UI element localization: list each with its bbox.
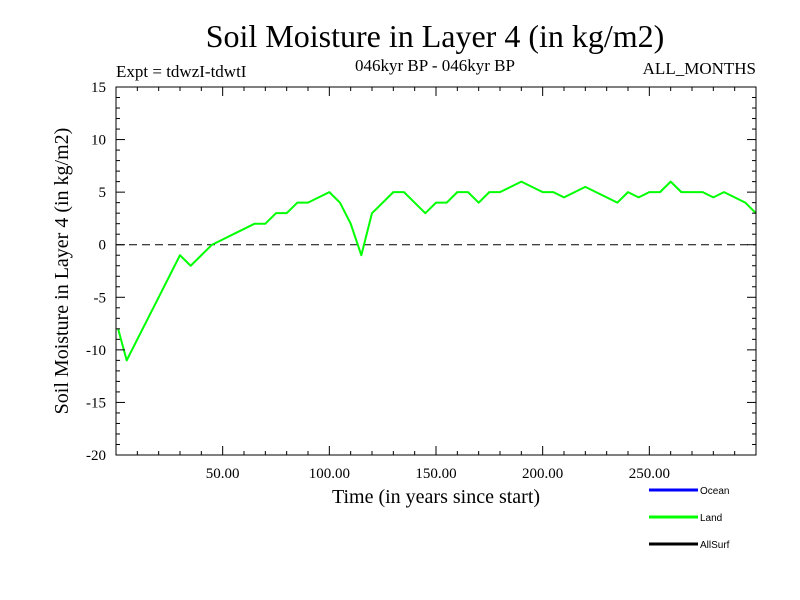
y-tick-label: -15 (86, 395, 106, 411)
legend-label-allsurf: AllSurf (700, 540, 730, 551)
y-tick-label: -5 (94, 290, 107, 306)
experiment-label: Expt = tdwzI-tdwtI (116, 62, 247, 81)
y-tick-label: 0 (99, 238, 107, 254)
plot-frame (115, 86, 757, 456)
y-tick-label: 15 (91, 80, 106, 96)
y-tick-label: -20 (86, 448, 106, 464)
period-label: 046kyr BP - 046kyr BP (355, 56, 515, 75)
series-line-land (117, 180, 757, 362)
x-tick-label: 100.00 (309, 466, 350, 482)
x-tick-label: 150.00 (415, 466, 456, 482)
legend: Ocean Land AllSurf (649, 486, 730, 551)
x-tick-label: 200.00 (522, 466, 563, 482)
y-tick-label: 10 (91, 133, 106, 149)
axis-ticks: -20 -15 -10 -5 0 5 10 15 50.00 100.00 150.00 200.00… (86, 80, 756, 482)
x-tick-label: 250.00 (629, 466, 670, 482)
months-label: ALL_MONTHS (643, 59, 756, 78)
x-tick-label: 50.00 (206, 466, 240, 482)
y-tick-label: 5 (99, 185, 107, 201)
legend-label-land: Land (700, 513, 722, 524)
chart-title: Soil Moisture in Layer 4 (in kg/m2) (206, 18, 665, 54)
x-axis-label: Time (in years since start) (332, 486, 540, 508)
legend-label-ocean: Ocean (700, 486, 729, 497)
y-tick-label: -10 (86, 343, 106, 359)
plot-area (116, 180, 757, 362)
y-axis-label: Soil Moisture in Layer 4 (in kg/m2) (51, 128, 73, 415)
